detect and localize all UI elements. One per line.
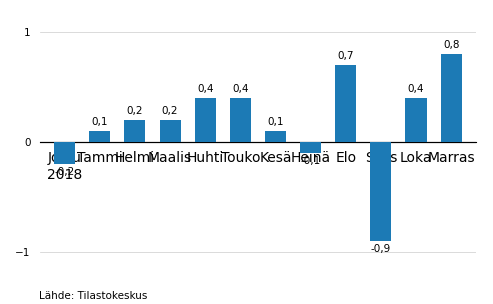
Text: 0,4: 0,4 xyxy=(197,84,213,94)
Text: 0,1: 0,1 xyxy=(92,117,108,127)
Text: 0,4: 0,4 xyxy=(408,84,424,94)
Bar xyxy=(230,98,251,142)
Text: 0,8: 0,8 xyxy=(443,40,459,50)
Bar xyxy=(265,131,286,142)
Bar xyxy=(335,64,356,142)
Bar xyxy=(54,142,75,164)
Bar xyxy=(405,98,426,142)
Text: 0,1: 0,1 xyxy=(267,117,284,127)
Bar xyxy=(441,54,462,142)
Text: 0,7: 0,7 xyxy=(338,51,354,61)
Bar xyxy=(300,142,321,153)
Text: -0,9: -0,9 xyxy=(371,244,391,254)
Bar xyxy=(195,98,216,142)
Bar xyxy=(370,142,391,241)
Text: 0,2: 0,2 xyxy=(162,106,178,116)
Bar xyxy=(89,131,110,142)
Text: -0,1: -0,1 xyxy=(301,156,321,166)
Text: 0,2: 0,2 xyxy=(127,106,143,116)
Bar xyxy=(160,119,180,142)
Bar xyxy=(124,119,145,142)
Text: Lähde: Tilastokeskus: Lähde: Tilastokeskus xyxy=(39,291,148,301)
Text: 0,4: 0,4 xyxy=(232,84,248,94)
Text: -0,2: -0,2 xyxy=(55,167,75,177)
